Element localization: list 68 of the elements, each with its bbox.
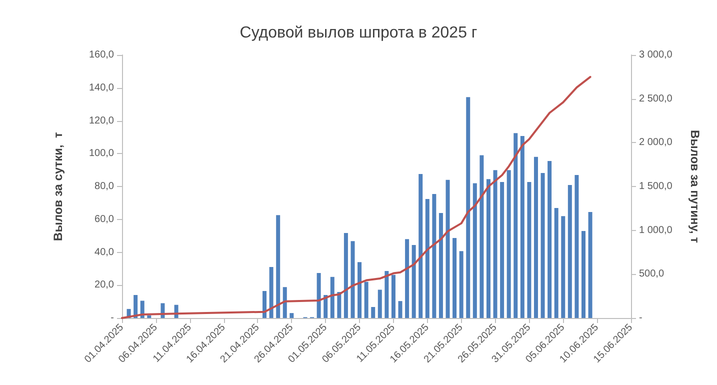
bar — [316, 272, 321, 318]
bar — [276, 215, 280, 318]
bar — [418, 174, 423, 318]
bar — [472, 183, 477, 318]
y-tick-label: 80,0 — [94, 181, 114, 192]
chart-title: Судовой вылов шпрота в 2025 г — [240, 24, 478, 42]
y2-tick-label: 1 000,0 — [639, 224, 673, 236]
bar — [480, 155, 484, 318]
bar — [378, 290, 382, 318]
y2-tick-label: 2 500,0 — [639, 93, 673, 104]
bar — [134, 294, 138, 318]
bar — [350, 241, 355, 318]
bar — [371, 306, 376, 318]
bar — [514, 133, 518, 318]
y-tick-label: 40,0 — [94, 246, 114, 258]
bar — [412, 245, 416, 318]
bar — [466, 97, 470, 318]
y2-tick-label: 3 000,0 — [639, 50, 673, 60]
bar — [398, 301, 402, 318]
bar — [425, 198, 430, 318]
y-tick-label: 20,0 — [94, 280, 114, 291]
bar — [438, 212, 443, 318]
bar — [493, 170, 498, 318]
bar — [568, 185, 572, 318]
y-tick-label: - — [110, 312, 114, 324]
y2-tick-label: 2 000,0 — [639, 137, 673, 148]
bar — [405, 239, 410, 318]
y-tick-label: 100,0 — [88, 148, 114, 160]
bar — [147, 315, 152, 318]
bar — [324, 294, 328, 318]
bar — [446, 180, 450, 318]
bar — [432, 194, 436, 318]
bar — [561, 216, 566, 318]
bar — [358, 262, 362, 318]
bar — [344, 233, 348, 318]
bar — [574, 174, 579, 318]
bar — [391, 274, 396, 318]
bar — [384, 270, 389, 318]
bar — [282, 287, 287, 318]
bar — [527, 182, 532, 318]
bar — [500, 182, 504, 318]
y-tick-label: 120,0 — [88, 115, 114, 126]
bar — [330, 276, 334, 318]
bar — [459, 251, 464, 318]
bar — [290, 313, 294, 318]
line-series — [121, 76, 592, 319]
bar — [534, 156, 538, 318]
bar — [337, 292, 342, 318]
bar — [520, 136, 524, 318]
bar — [364, 282, 368, 318]
bar — [554, 208, 558, 318]
y-tick-label: 140,0 — [88, 82, 114, 94]
y-tick-label: 160,0 — [88, 50, 114, 60]
y2-tick-label: - — [639, 312, 642, 324]
y2-tick-label: 1 500,0 — [639, 181, 673, 192]
bar — [262, 291, 267, 318]
bar — [486, 179, 490, 318]
bar — [452, 238, 457, 318]
bar — [581, 231, 586, 318]
y2-tick-label: 500,0 — [639, 268, 664, 280]
bar — [269, 267, 274, 318]
bar — [540, 173, 545, 318]
y-tick-label: 60,0 — [94, 214, 114, 225]
y2-axis-title: Вылов за путину, т — [688, 130, 702, 244]
bar — [588, 212, 592, 318]
bar — [548, 161, 552, 318]
bar — [506, 170, 511, 318]
y-axis-title: Вылов за сутки, т — [51, 132, 65, 241]
